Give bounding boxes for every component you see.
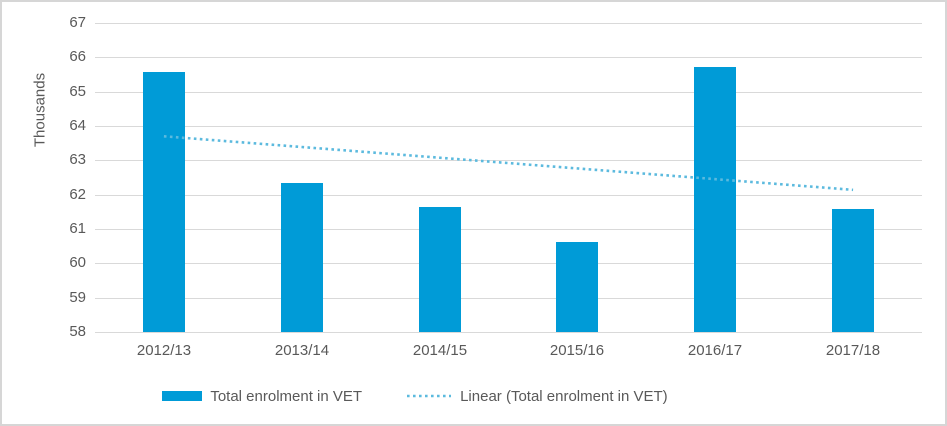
x-axis-label: 2016/17 [687,342,743,359]
legend-dotted-line-swatch-icon [407,394,452,398]
bar-2012/13 [143,72,185,332]
legend-label-linear: Linear (Total enrolment in VET) [460,387,668,405]
bar-2017/18 [832,209,874,332]
gridline [95,332,922,333]
bar-2015/16 [556,242,598,332]
x-axis-label: 2014/15 [412,342,468,359]
gridline [95,298,922,299]
y-tick-label: 59 [69,289,86,306]
linear-trendline [163,135,854,192]
gridline [95,57,922,58]
y-tick-label: 67 [69,14,86,31]
gridline [95,160,922,161]
gridline [95,263,922,264]
x-axis-label: 2013/14 [274,342,330,359]
y-tick-label: 62 [69,186,86,203]
legend-label-total-enrolment: Total enrolment in VET [210,387,363,405]
gridline [95,195,922,196]
legend-item-total-enrolment: Total enrolment in VET [162,388,362,405]
y-tick-label: 65 [69,83,86,100]
plot-area [95,23,922,333]
x-axis-label: 2017/18 [825,342,881,359]
bar-2014/15 [419,207,461,332]
x-axis-label: 2012/13 [136,342,192,359]
y-tick-label: 58 [69,323,86,340]
y-tick-label: 64 [69,117,86,134]
y-tick-label: 63 [69,151,86,168]
x-axis-label: 2015/16 [549,342,605,359]
legend: Total enrolment in VET Linear (Total enr… [0,384,830,408]
gridline [95,23,922,24]
legend-item-linear: Linear (Total enrolment in VET) [406,388,668,405]
y-tick-label: 66 [69,48,86,65]
gridline [95,92,922,93]
bar-2016/17 [694,67,736,332]
bar-2013/14 [281,183,323,332]
gridline [95,229,922,230]
legend-bar-swatch-icon [162,391,203,401]
y-tick-label: 61 [69,220,86,237]
gridline [95,126,922,127]
y-tick-label: 60 [69,254,86,271]
